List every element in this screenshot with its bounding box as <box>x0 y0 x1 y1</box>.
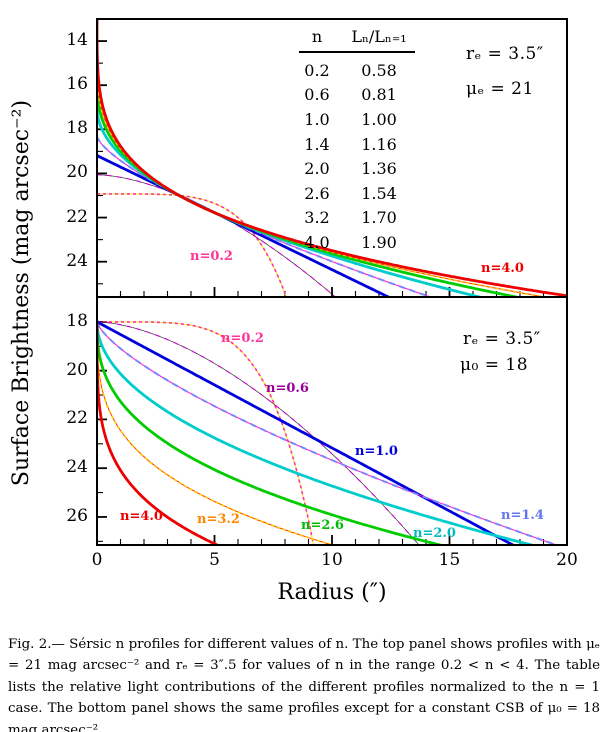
y-tick-label: 22 <box>66 206 88 227</box>
table-cell-n: 0.6 <box>304 85 330 105</box>
table-cell-ratio: 0.58 <box>361 60 397 80</box>
panel-annotation: μ₀ = 18 <box>460 355 529 375</box>
table-cell-n: 2.0 <box>304 159 330 179</box>
luminosity-ratio-table: n Lₙ/Lₙ₌₁ 0.2 0.58 0.6 0.81 1.0 1.00 1.4 1.16 2.… <box>297 22 421 255</box>
figure-caption: Fig. 2.— Sérsic n profiles for different… <box>8 637 600 732</box>
table-row: 1.0 1.00 <box>297 107 421 132</box>
table-row: 4.0 1.90 <box>297 230 421 255</box>
y-axis-title: Surface Brightness (mag arcsec⁻²) <box>9 99 34 487</box>
table-cell-ratio: 0.81 <box>361 85 397 105</box>
table-row: 2.6 1.54 <box>297 181 421 206</box>
x-tick-label: 0 <box>91 550 103 570</box>
curve-label-n=3.2: n=3.2 <box>197 512 240 527</box>
curve-n=1.4-bottom <box>98 321 557 544</box>
table-cell-n: 1.4 <box>304 134 330 154</box>
curve-n=0.6-bottom <box>98 321 419 544</box>
table-cell-n: 4.0 <box>304 232 330 252</box>
table-cell-ratio: 1.90 <box>361 232 397 252</box>
x-tick-label: 20 <box>556 550 578 570</box>
table-cell-ratio: 1.70 <box>361 208 397 228</box>
table-header-row: n Lₙ/Lₙ₌₁ <box>297 22 421 50</box>
curve-n=2.6-bottom <box>98 321 442 544</box>
curve-label-n=2.0: n=2.0 <box>413 526 456 541</box>
y-tick-label: 16 <box>66 74 88 95</box>
x-tick-label: 15 <box>438 550 461 570</box>
y-tick-label: 18 <box>66 310 88 331</box>
x-tick-label: 5 <box>209 550 220 570</box>
table-row: 3.2 1.70 <box>297 206 421 231</box>
panel-annotation: rₑ = 3.5″ <box>463 329 541 349</box>
y-tick-label: 18 <box>66 118 88 139</box>
y-tick-label: 20 <box>66 162 88 183</box>
table-cell-n: 3.2 <box>304 208 330 228</box>
curve-label-n=0.2: n=0.2 <box>221 331 264 346</box>
curve-n=3.2-bottom <box>98 339 333 544</box>
table-row: 0.2 0.58 <box>297 58 421 83</box>
table-header-rule <box>299 51 415 53</box>
curve-label-n=4.0: n=4.0 <box>120 509 163 524</box>
x-axis-title: Radius (″) <box>277 580 387 605</box>
panel-frame-bottom <box>96 296 568 546</box>
curve-label-n=1.0: n=1.0 <box>355 444 398 459</box>
table-body: 0.2 0.58 0.6 0.81 1.0 1.00 1.4 1.16 2.0 1.36 2.6 1.… <box>297 58 421 255</box>
table-cell-ratio: 1.00 <box>361 109 397 129</box>
table-row: 0.6 0.81 <box>297 83 421 108</box>
table-cell-n: 1.0 <box>304 109 330 129</box>
panel-annotation: rₑ = 3.5″ <box>466 44 544 64</box>
curve-n=0.2-top <box>98 193 287 296</box>
curve-label-n=2.6: n=2.6 <box>301 518 344 533</box>
panel-annotation: μₑ = 21 <box>466 79 534 99</box>
table-cell-ratio: 1.36 <box>361 159 397 179</box>
table-header-ratio: Lₙ/Lₙ₌₁ <box>351 26 407 46</box>
curve-n=4.0-top <box>98 20 566 296</box>
table-cell-ratio: 1.16 <box>361 134 397 154</box>
table-cell-ratio: 1.54 <box>361 183 397 203</box>
table-header-n: n <box>311 26 323 46</box>
table-cell-n: 0.2 <box>304 60 330 80</box>
y-tick-label: 20 <box>66 359 88 380</box>
curve-label-n=0.6: n=0.6 <box>266 381 309 396</box>
curve-label-n=4.0: n=4.0 <box>481 261 524 276</box>
y-tick-label: 14 <box>66 30 88 51</box>
curve-label-n=0.2: n=0.2 <box>190 249 233 264</box>
y-tick-label: 22 <box>66 408 88 429</box>
y-tick-label: 26 <box>66 505 88 526</box>
x-tick-label: 10 <box>321 550 343 570</box>
table-row: 1.4 1.16 <box>297 132 421 157</box>
curve-n=4.0-bottom <box>98 321 219 544</box>
curve-n=2.0-bottom <box>98 321 534 544</box>
y-tick-label: 24 <box>66 250 88 271</box>
curve-n=0.2-bottom <box>98 321 315 544</box>
curve-label-n=1.4: n=1.4 <box>501 508 544 523</box>
y-tick-label: 24 <box>66 457 88 478</box>
table-cell-n: 2.6 <box>304 183 330 203</box>
table-row: 2.0 1.36 <box>297 156 421 181</box>
sersic-profile-plot <box>96 18 568 546</box>
